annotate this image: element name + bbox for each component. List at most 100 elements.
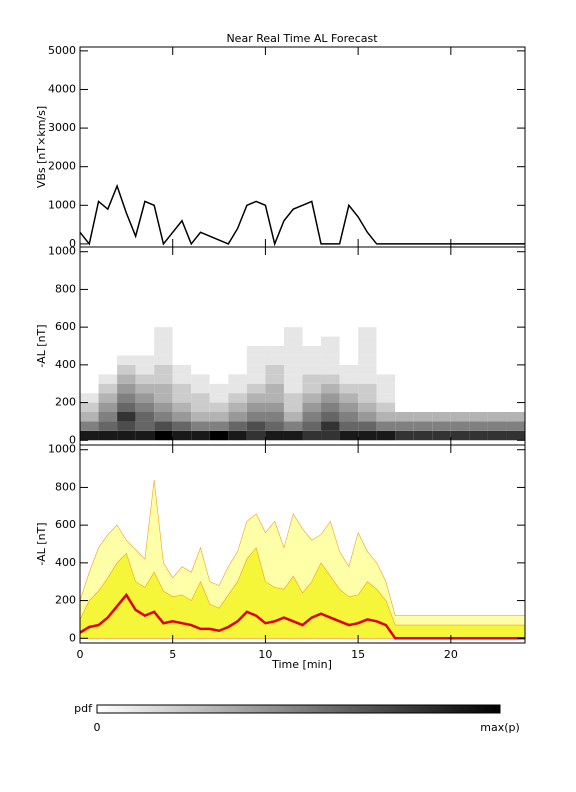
pdf-cell <box>154 364 173 375</box>
pdf-cell <box>191 355 210 365</box>
colorbar-max: max(p) <box>480 721 520 734</box>
colorbar-label: pdf <box>74 702 93 715</box>
pdf-cell <box>376 327 396 337</box>
pdf-cell <box>321 430 340 441</box>
pdf-cell <box>450 346 470 356</box>
pdf-cell <box>228 327 247 337</box>
pdf-cell <box>154 383 173 394</box>
pdf-cell <box>154 430 173 441</box>
pdf-cell <box>450 355 470 365</box>
y-tick-label: 0 <box>69 433 76 446</box>
pdf-cell <box>265 327 284 337</box>
pdf-cell <box>80 374 99 384</box>
pdf-cell <box>265 355 284 365</box>
pdf-cell <box>135 421 155 431</box>
pdf-cell <box>209 327 229 337</box>
pdf-cell <box>339 327 359 337</box>
pdf-cell <box>395 421 414 431</box>
pdf-cell <box>209 346 229 356</box>
pdf-cell <box>246 412 266 422</box>
band <box>79 547 526 639</box>
pdf-cell <box>228 412 247 422</box>
pdf-cell <box>283 421 303 431</box>
pdf-cell <box>172 412 192 422</box>
x-axis-label: Time [min] <box>271 658 332 671</box>
pdf-cell <box>98 336 118 346</box>
pdf-cell <box>209 430 229 441</box>
pdf-cell <box>98 346 118 356</box>
pdf-cell <box>376 346 396 356</box>
pdf-cell <box>487 421 507 431</box>
pdf-cell <box>358 412 377 422</box>
pdf-cell <box>154 421 173 431</box>
pdf-cell <box>358 364 377 375</box>
pdf-cell <box>265 374 284 384</box>
pdf-cell <box>283 364 303 375</box>
pdf-cell <box>172 383 192 394</box>
pdf-cell <box>432 430 451 441</box>
pdf-cell <box>80 364 99 375</box>
y-tick-label: 200 <box>55 594 76 607</box>
pdf-cell <box>154 412 173 422</box>
pdf-cell <box>209 393 229 403</box>
pdf-cell <box>191 327 210 337</box>
pdf-cell <box>395 383 414 394</box>
pdf-cell <box>506 421 525 431</box>
pdf-cell <box>432 336 451 346</box>
pdf-cell <box>302 374 322 384</box>
pdf-cell <box>228 346 247 356</box>
pdf-cell <box>339 374 359 384</box>
pdf-cell <box>80 336 99 346</box>
pdf-cell <box>80 355 99 365</box>
pdf-cell <box>228 336 247 346</box>
pdf-cell <box>117 355 136 365</box>
pdf-cell <box>487 364 507 375</box>
band <box>79 479 526 639</box>
pdf-cell <box>246 393 266 403</box>
pdf-cell <box>135 327 155 337</box>
pdf-cell <box>432 412 451 422</box>
colorbar <box>96 704 501 714</box>
pdf-cell <box>487 383 507 394</box>
pdf-cell <box>154 355 173 365</box>
pdf-cell <box>432 383 451 394</box>
pdf-cell <box>98 364 118 375</box>
x-tick-label: 10 <box>258 648 272 661</box>
pdf-cell <box>246 364 266 375</box>
pdf-cell <box>209 421 229 431</box>
pdf-cell <box>395 355 414 365</box>
pdf-cell <box>413 336 433 346</box>
pdf-cell <box>339 346 359 356</box>
pdf-cell <box>321 383 340 394</box>
pdf-cell <box>487 336 507 346</box>
pdf-cell <box>98 374 118 384</box>
y-tick-label: 800 <box>55 282 76 295</box>
pdf-cell <box>265 393 284 403</box>
pdf-cell <box>98 327 118 337</box>
pdf-cell <box>358 430 377 441</box>
pdf-cell <box>283 383 303 394</box>
pdf-cell <box>135 355 155 365</box>
pdf-cell <box>191 412 210 422</box>
y-tick-label: 5000 <box>48 44 76 57</box>
pdf-cell <box>117 346 136 356</box>
pdf-cell <box>172 402 192 412</box>
pdf-cell <box>246 336 266 346</box>
y-axis-label: -AL [nT] <box>35 522 48 565</box>
pdf-cell <box>302 430 322 441</box>
pdf-cell <box>321 374 340 384</box>
pdf-cell <box>283 412 303 422</box>
pdf-cell <box>469 336 488 346</box>
pdf-cell <box>432 346 451 356</box>
pdf-cell <box>191 421 210 431</box>
pdf-cell <box>432 327 451 337</box>
pdf-cell <box>376 412 396 422</box>
y-tick-label: 2000 <box>48 160 76 173</box>
pdf-cell <box>450 421 470 431</box>
pdf-cell <box>450 430 470 441</box>
pdf-cell <box>265 412 284 422</box>
pdf-cell <box>98 421 118 431</box>
pdf-cell <box>358 336 377 346</box>
pdf-cell <box>469 393 488 403</box>
